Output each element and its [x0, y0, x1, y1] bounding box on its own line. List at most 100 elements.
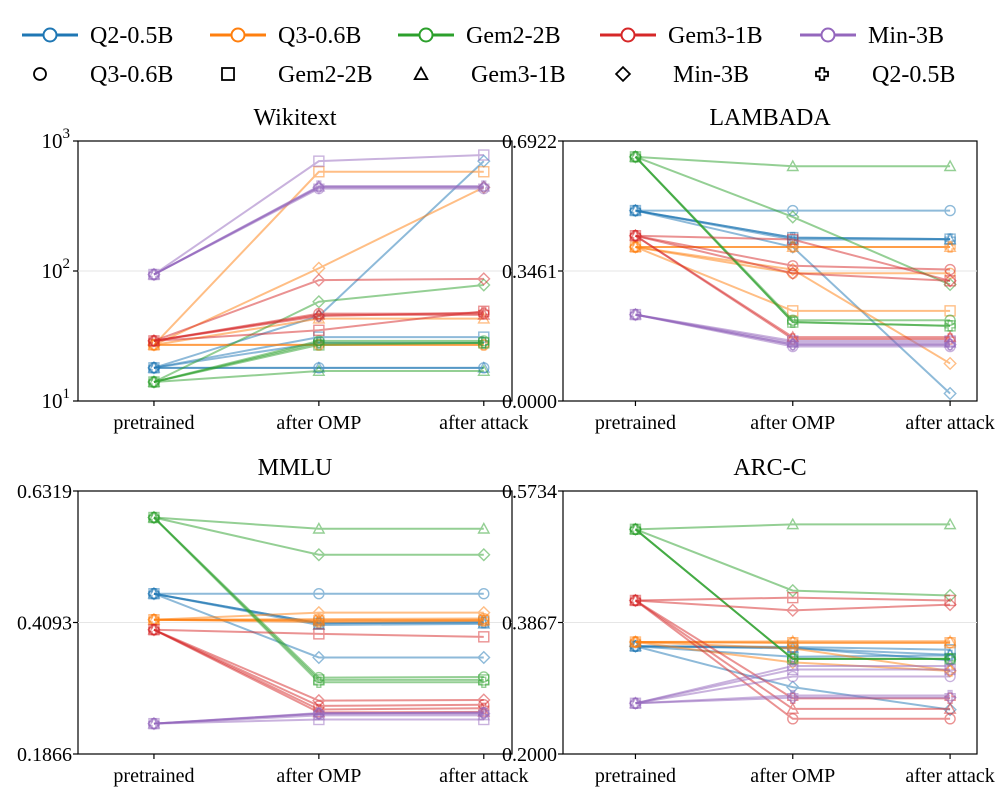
- data-point-diamond: [477, 278, 491, 292]
- series-line: [153, 592, 484, 659]
- y-tick-label: 0.3461: [502, 261, 557, 283]
- series-line: [635, 641, 951, 672]
- data-point-diamond: [477, 693, 491, 707]
- data-point-diamond: [312, 693, 326, 708]
- data-point-diamond: [943, 386, 957, 401]
- chart-title: MMLU: [258, 455, 333, 481]
- legend-entry-q2-0-5b: Q2-0.5B: [22, 23, 173, 49]
- data-point-triangle: [943, 659, 957, 671]
- series-min-3b-square: [148, 149, 490, 281]
- data-point-diamond: [943, 274, 957, 288]
- data-point-square: [944, 644, 956, 656]
- panel-arc-c: ARC-C 0.2000 0.3867 0.5734 pretrained after O…: [502, 455, 995, 787]
- data-point-square: [478, 166, 490, 178]
- series-line: [153, 336, 484, 369]
- data-point-triangle: [943, 702, 957, 714]
- data-point-diamond: [786, 603, 800, 618]
- legend-marker-entry-min-3b: Min-3B: [614, 62, 749, 88]
- x-tick-label: pretrained: [113, 412, 194, 434]
- series-line: [634, 156, 951, 327]
- series-line: [153, 277, 484, 342]
- data-point-triangle: [786, 659, 800, 671]
- series-line: [635, 234, 951, 282]
- legend-label: Min-3B: [673, 62, 749, 88]
- legend: Q2-0.5B Q3-0.6B Gem2-2B Gem3-1B Min-3B Q3-0.6…: [22, 23, 955, 88]
- data-point-plus: [148, 624, 160, 636]
- data-point-square: [787, 591, 799, 604]
- series-min-3b-plus: [148, 707, 490, 730]
- data-point-plus: [629, 230, 642, 242]
- series-line: [153, 185, 484, 276]
- data-point-triangle: [147, 623, 161, 635]
- data-point-triangle: [629, 229, 642, 241]
- data-point-plus: [313, 337, 325, 349]
- data-point-circle: [313, 588, 325, 600]
- series-min-3b-triangle: [147, 180, 491, 280]
- data-point-circle: [787, 260, 799, 272]
- data-point-triangle: [477, 364, 491, 376]
- data-point-circle: [478, 588, 490, 600]
- data-point-plus: [313, 676, 325, 688]
- series-gem2-2b-plus: [629, 151, 956, 332]
- data-point-diamond: [312, 273, 326, 287]
- series-line: [635, 599, 951, 612]
- triangle-marker-icon: [413, 65, 429, 80]
- series-min-3b-plus: [148, 180, 490, 281]
- x-tick-label: after attack: [905, 412, 994, 434]
- data-point-triangle: [477, 361, 491, 373]
- series-line: [635, 664, 951, 705]
- data-point-circle: [787, 204, 799, 217]
- data-point-plus: [148, 717, 160, 730]
- data-point-square: [787, 233, 799, 246]
- y-tick-label: 0.2000: [502, 744, 557, 766]
- legend-marker-entry-q3-0-6b: Q3-0.6B: [33, 62, 173, 88]
- chart-title: LAMBADA: [709, 105, 831, 131]
- data-point-plus: [944, 689, 956, 702]
- series-line: [153, 628, 484, 702]
- series-layer: [628, 517, 957, 725]
- legend-entry-q3-0-6b: Q3-0.6B: [210, 23, 361, 49]
- data-point-plus: [787, 689, 799, 702]
- data-point-triangle: [943, 517, 957, 530]
- data-point-plus: [478, 306, 490, 319]
- series-line: [635, 528, 951, 597]
- data-point-square: [313, 324, 325, 336]
- series-gem2-2b-diamond: [628, 522, 957, 603]
- series-min-3b-circle: [148, 182, 490, 281]
- series-layer: [628, 150, 957, 401]
- x-tick-label: after attack: [439, 765, 528, 787]
- data-point-plus: [944, 338, 956, 351]
- data-point-plus: [787, 338, 799, 351]
- chart-title: ARC-C: [733, 455, 806, 481]
- plus-marker-icon: [815, 67, 829, 81]
- data-point-circle: [787, 670, 799, 683]
- data-point-plus: [313, 707, 325, 719]
- panel-mmlu: MMLU 0.1866 0.4093 0.6319 pretrained after OM…: [17, 455, 528, 787]
- data-point-plus: [944, 320, 956, 332]
- series-line: [635, 641, 951, 672]
- series-line: [635, 155, 951, 168]
- legend-marker-circle: [418, 27, 434, 43]
- x-tick-label: after attack: [439, 412, 528, 434]
- series-line: [635, 234, 951, 282]
- data-point-diamond: [943, 588, 957, 603]
- series-gem2-2b-triangle: [629, 517, 957, 535]
- data-point-plus: [478, 707, 490, 719]
- series-gem3-1b-diamond: [147, 622, 491, 708]
- legend-label: Min-3B: [868, 23, 944, 49]
- data-point-diamond: [786, 210, 800, 224]
- data-point-triangle: [312, 361, 326, 373]
- legend-label: Q3-0.6B: [278, 23, 361, 49]
- series-line: [153, 310, 484, 342]
- legend-label: Gem3-1B: [471, 62, 566, 88]
- legend-entry-min-3b: Min-3B: [800, 23, 944, 49]
- y-tick-label: 0.1866: [17, 744, 72, 766]
- data-point-plus: [148, 588, 160, 600]
- legend-label: Gem2-2B: [466, 23, 561, 49]
- data-point-plus: [629, 523, 642, 536]
- data-point-plus: [478, 337, 490, 349]
- legend-marker-entry-q2-0-5b: Q2-0.5B: [815, 62, 955, 88]
- series-line: [153, 516, 484, 556]
- data-point-triangle: [786, 702, 800, 714]
